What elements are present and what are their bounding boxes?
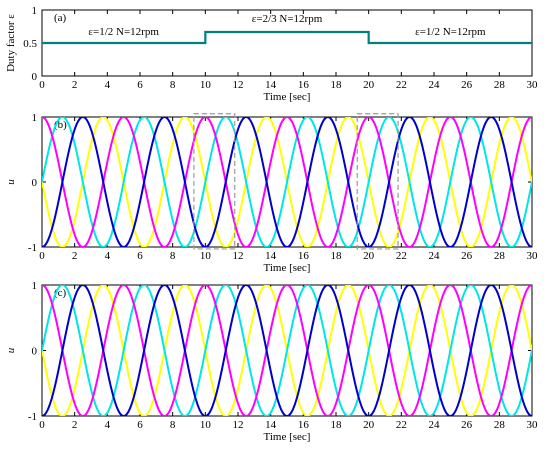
x-axis-label: Time [sec] — [264, 431, 311, 443]
x-tick-label: 0 — [39, 79, 45, 91]
x-tick-label: 16 — [298, 250, 310, 262]
x-tick-label: 28 — [494, 419, 506, 431]
x-tick-label: 4 — [105, 250, 111, 262]
x-tick-label: 28 — [494, 79, 506, 91]
x-tick-label: 30 — [527, 79, 539, 91]
y-tick-label: -1 — [28, 242, 37, 254]
x-tick-label: 14 — [265, 79, 277, 91]
x-tick-label: 24 — [429, 419, 441, 431]
x-tick-label: 16 — [298, 419, 310, 431]
x-tick-label: 16 — [298, 79, 310, 91]
x-tick-label: 22 — [396, 250, 407, 262]
series-line — [42, 117, 532, 247]
x-tick-label: 12 — [233, 250, 244, 262]
y-axis-label: u — [5, 347, 17, 353]
x-tick-label: 0 — [39, 419, 45, 431]
x-tick-label: 12 — [233, 419, 244, 431]
x-tick-label: 14 — [265, 250, 277, 262]
x-tick-label: 18 — [331, 419, 343, 431]
x-tick-label: 26 — [461, 79, 473, 91]
x-axis-label: Time [sec] — [264, 91, 311, 103]
x-axis-label: Time [sec] — [264, 262, 311, 274]
x-tick-label: 4 — [105, 419, 111, 431]
x-tick-label: 8 — [170, 250, 176, 262]
x-tick-label: 20 — [363, 79, 375, 91]
annotation: ε=1/2 N=12rpm — [88, 26, 159, 38]
x-tick-label: 10 — [200, 250, 212, 262]
x-tick-label: 28 — [494, 250, 506, 262]
x-tick-label: 26 — [461, 419, 473, 431]
x-tick-label: 26 — [461, 250, 473, 262]
x-tick-label: 4 — [105, 79, 111, 91]
annotation: ε=2/3 N=12rpm — [252, 13, 323, 25]
y-tick-label: -1 — [28, 411, 37, 423]
x-tick-label: 30 — [527, 250, 539, 262]
y-tick-label: 1 — [32, 280, 38, 292]
x-tick-label: 30 — [527, 419, 539, 431]
x-tick-label: 0 — [39, 250, 45, 262]
x-tick-label: 10 — [200, 79, 212, 91]
x-tick-label: 14 — [265, 419, 277, 431]
y-tick-label: 1 — [32, 5, 38, 17]
x-tick-label: 22 — [396, 79, 407, 91]
x-tick-label: 6 — [137, 79, 143, 91]
x-tick-label: 12 — [233, 79, 244, 91]
x-tick-label: 10 — [200, 419, 212, 431]
x-tick-label: 2 — [72, 250, 78, 262]
x-tick-label: 8 — [170, 419, 176, 431]
series-line — [42, 285, 532, 416]
panel-label: (a) — [54, 12, 67, 24]
series-group — [42, 117, 532, 247]
x-tick-label: 22 — [396, 419, 407, 431]
x-tick-label: 18 — [331, 79, 343, 91]
x-tick-label: 20 — [363, 419, 375, 431]
x-tick-label: 20 — [363, 250, 375, 262]
x-tick-label: 2 — [72, 79, 78, 91]
annotation: ε=1/2 N=12rpm — [415, 26, 486, 38]
y-tick-label: 0 — [32, 177, 38, 189]
x-tick-label: 8 — [170, 79, 176, 91]
x-tick-label: 24 — [429, 250, 441, 262]
y-tick-label: 0 — [32, 346, 38, 358]
x-tick-label: 6 — [137, 419, 143, 431]
x-tick-label: 24 — [429, 79, 441, 91]
x-tick-label: 2 — [72, 419, 78, 431]
y-tick-label: 0 — [32, 71, 38, 83]
series-group — [42, 285, 532, 416]
y-tick-label: 0.5 — [23, 38, 37, 50]
y-axis-label: Duty factor ε — [5, 14, 17, 72]
x-tick-label: 18 — [331, 250, 343, 262]
x-tick-label: 6 — [137, 250, 143, 262]
y-axis-label: u — [5, 179, 17, 185]
y-tick-label: 1 — [32, 112, 38, 124]
